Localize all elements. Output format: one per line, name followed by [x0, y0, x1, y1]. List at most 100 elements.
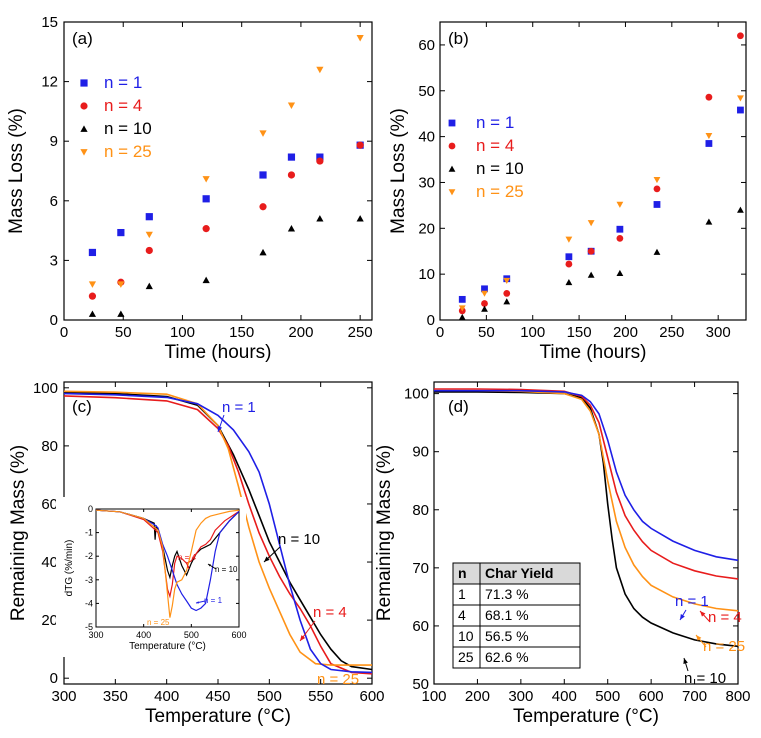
- inset-annotation-n25: n = 25: [147, 618, 170, 627]
- data-point: [202, 276, 210, 284]
- data-point: [587, 271, 595, 278]
- data-point: [565, 236, 573, 243]
- x-tick-label: 800: [725, 688, 750, 705]
- table-frame: [452, 562, 581, 669]
- data-point: [653, 201, 661, 208]
- data-point: [117, 228, 125, 237]
- y-axis-label: Mass Loss (%): [6, 108, 27, 234]
- annotation-n25: n = 25: [317, 671, 359, 688]
- panel-b: 0 50 100 150 200 250 300 0 10 20 30 40 50 60 Time (hou…: [388, 21, 747, 363]
- data-point: [202, 225, 210, 233]
- annotation-arrowhead: [196, 601, 199, 604]
- x-tick-label: 200: [613, 324, 638, 341]
- x-tick-label: 600: [231, 630, 246, 640]
- data-point: [316, 66, 324, 74]
- y-axis-label: Remaining Mass (%): [8, 445, 29, 621]
- data-point: [80, 149, 88, 156]
- data-point: [202, 195, 210, 203]
- x-tick-label: 50: [478, 324, 495, 341]
- y-tick-label: 100: [404, 386, 429, 403]
- data-point: [259, 248, 267, 256]
- legend-entry: n = 10: [104, 119, 152, 138]
- table-header-cell: Char Yield: [485, 565, 553, 581]
- y-tick-label: 60: [41, 496, 58, 513]
- x-tick-label: 50: [115, 324, 132, 341]
- data-point: [737, 106, 744, 114]
- y-axis-label: Remaining Mass (%): [374, 445, 395, 621]
- y-tick-label: -4: [85, 598, 93, 608]
- x-tick-label: 300: [51, 688, 76, 705]
- data-point: [653, 248, 661, 255]
- x-tick-label: 200: [288, 324, 313, 341]
- data-point: [448, 119, 456, 127]
- table-cell: 56.5 %: [485, 628, 529, 644]
- data-point: [481, 285, 488, 293]
- panel-label: (d): [448, 397, 469, 416]
- legend-entry: n = 1: [104, 73, 142, 92]
- data-point: [316, 153, 324, 161]
- inset-annotation-n4: n = 4: [178, 553, 197, 562]
- data-point: [316, 157, 324, 165]
- annotation-n4: n = 4: [313, 604, 347, 621]
- y-tick-label: 40: [41, 554, 58, 571]
- data-point: [705, 93, 713, 101]
- plot-frame: [433, 381, 739, 685]
- x-tick-label: 500: [595, 688, 620, 705]
- x-axis-label: Time (hours): [540, 342, 647, 363]
- x-tick-label: 100: [170, 324, 195, 341]
- annotation-n1: n = 1: [675, 593, 709, 610]
- data-point: [145, 213, 153, 221]
- table-cell: 25: [458, 649, 474, 665]
- series-line: [95, 509, 240, 580]
- data-point: [287, 171, 296, 179]
- y-tick-label: -2: [85, 551, 93, 561]
- data-point: [80, 125, 88, 132]
- x-tick-label: 200: [465, 688, 490, 705]
- y-axis-label: Mass Loss (%): [388, 108, 409, 234]
- data-point: [458, 295, 466, 303]
- y-tick-label: 30: [418, 174, 435, 191]
- x-tick-label: 300: [88, 630, 103, 640]
- x-tick-label: 500: [257, 688, 282, 705]
- legend-entry: n = 25: [476, 182, 524, 201]
- x-tick-label: 250: [659, 324, 684, 341]
- data-point: [737, 95, 744, 102]
- plot-frame: [63, 21, 373, 321]
- data-point: [356, 215, 364, 222]
- table-cell: 4: [458, 607, 466, 623]
- x-tick-label: 400: [154, 688, 179, 705]
- data-point: [287, 102, 296, 110]
- annotation-n25: n = 25: [703, 638, 745, 655]
- data-point: [737, 206, 744, 213]
- x-tick-label: 500: [184, 630, 199, 640]
- series-line: [63, 395, 373, 675]
- data-point: [653, 185, 661, 193]
- data-point: [705, 132, 713, 140]
- data-point: [448, 189, 456, 196]
- annotation-arrowhead: [300, 635, 306, 641]
- x-tick-label: 150: [567, 324, 592, 341]
- y-tick-label: 0: [88, 504, 93, 514]
- y-tick-label: 9: [50, 133, 58, 150]
- data-point: [587, 247, 595, 255]
- x-tick-label: 600: [639, 688, 664, 705]
- annotation-arrowhead: [217, 426, 223, 432]
- data-point: [287, 225, 296, 232]
- annotation-n1: n = 1: [222, 399, 256, 416]
- data-point: [616, 234, 624, 242]
- series-line: [63, 392, 373, 674]
- series-line: [95, 509, 240, 612]
- y-tick-label: 15: [41, 14, 58, 31]
- data-point: [259, 171, 267, 179]
- data-point: [80, 102, 88, 110]
- data-point: [705, 218, 713, 225]
- y-tick-label: 50: [418, 83, 435, 100]
- data-point: [117, 281, 125, 288]
- data-point: [481, 300, 488, 307]
- data-point: [458, 313, 466, 320]
- series-line: [95, 509, 240, 618]
- table-cell: 10: [458, 628, 474, 644]
- table-cell: 1: [458, 586, 466, 602]
- data-point: [565, 279, 573, 286]
- x-tick-label: 400: [136, 630, 151, 640]
